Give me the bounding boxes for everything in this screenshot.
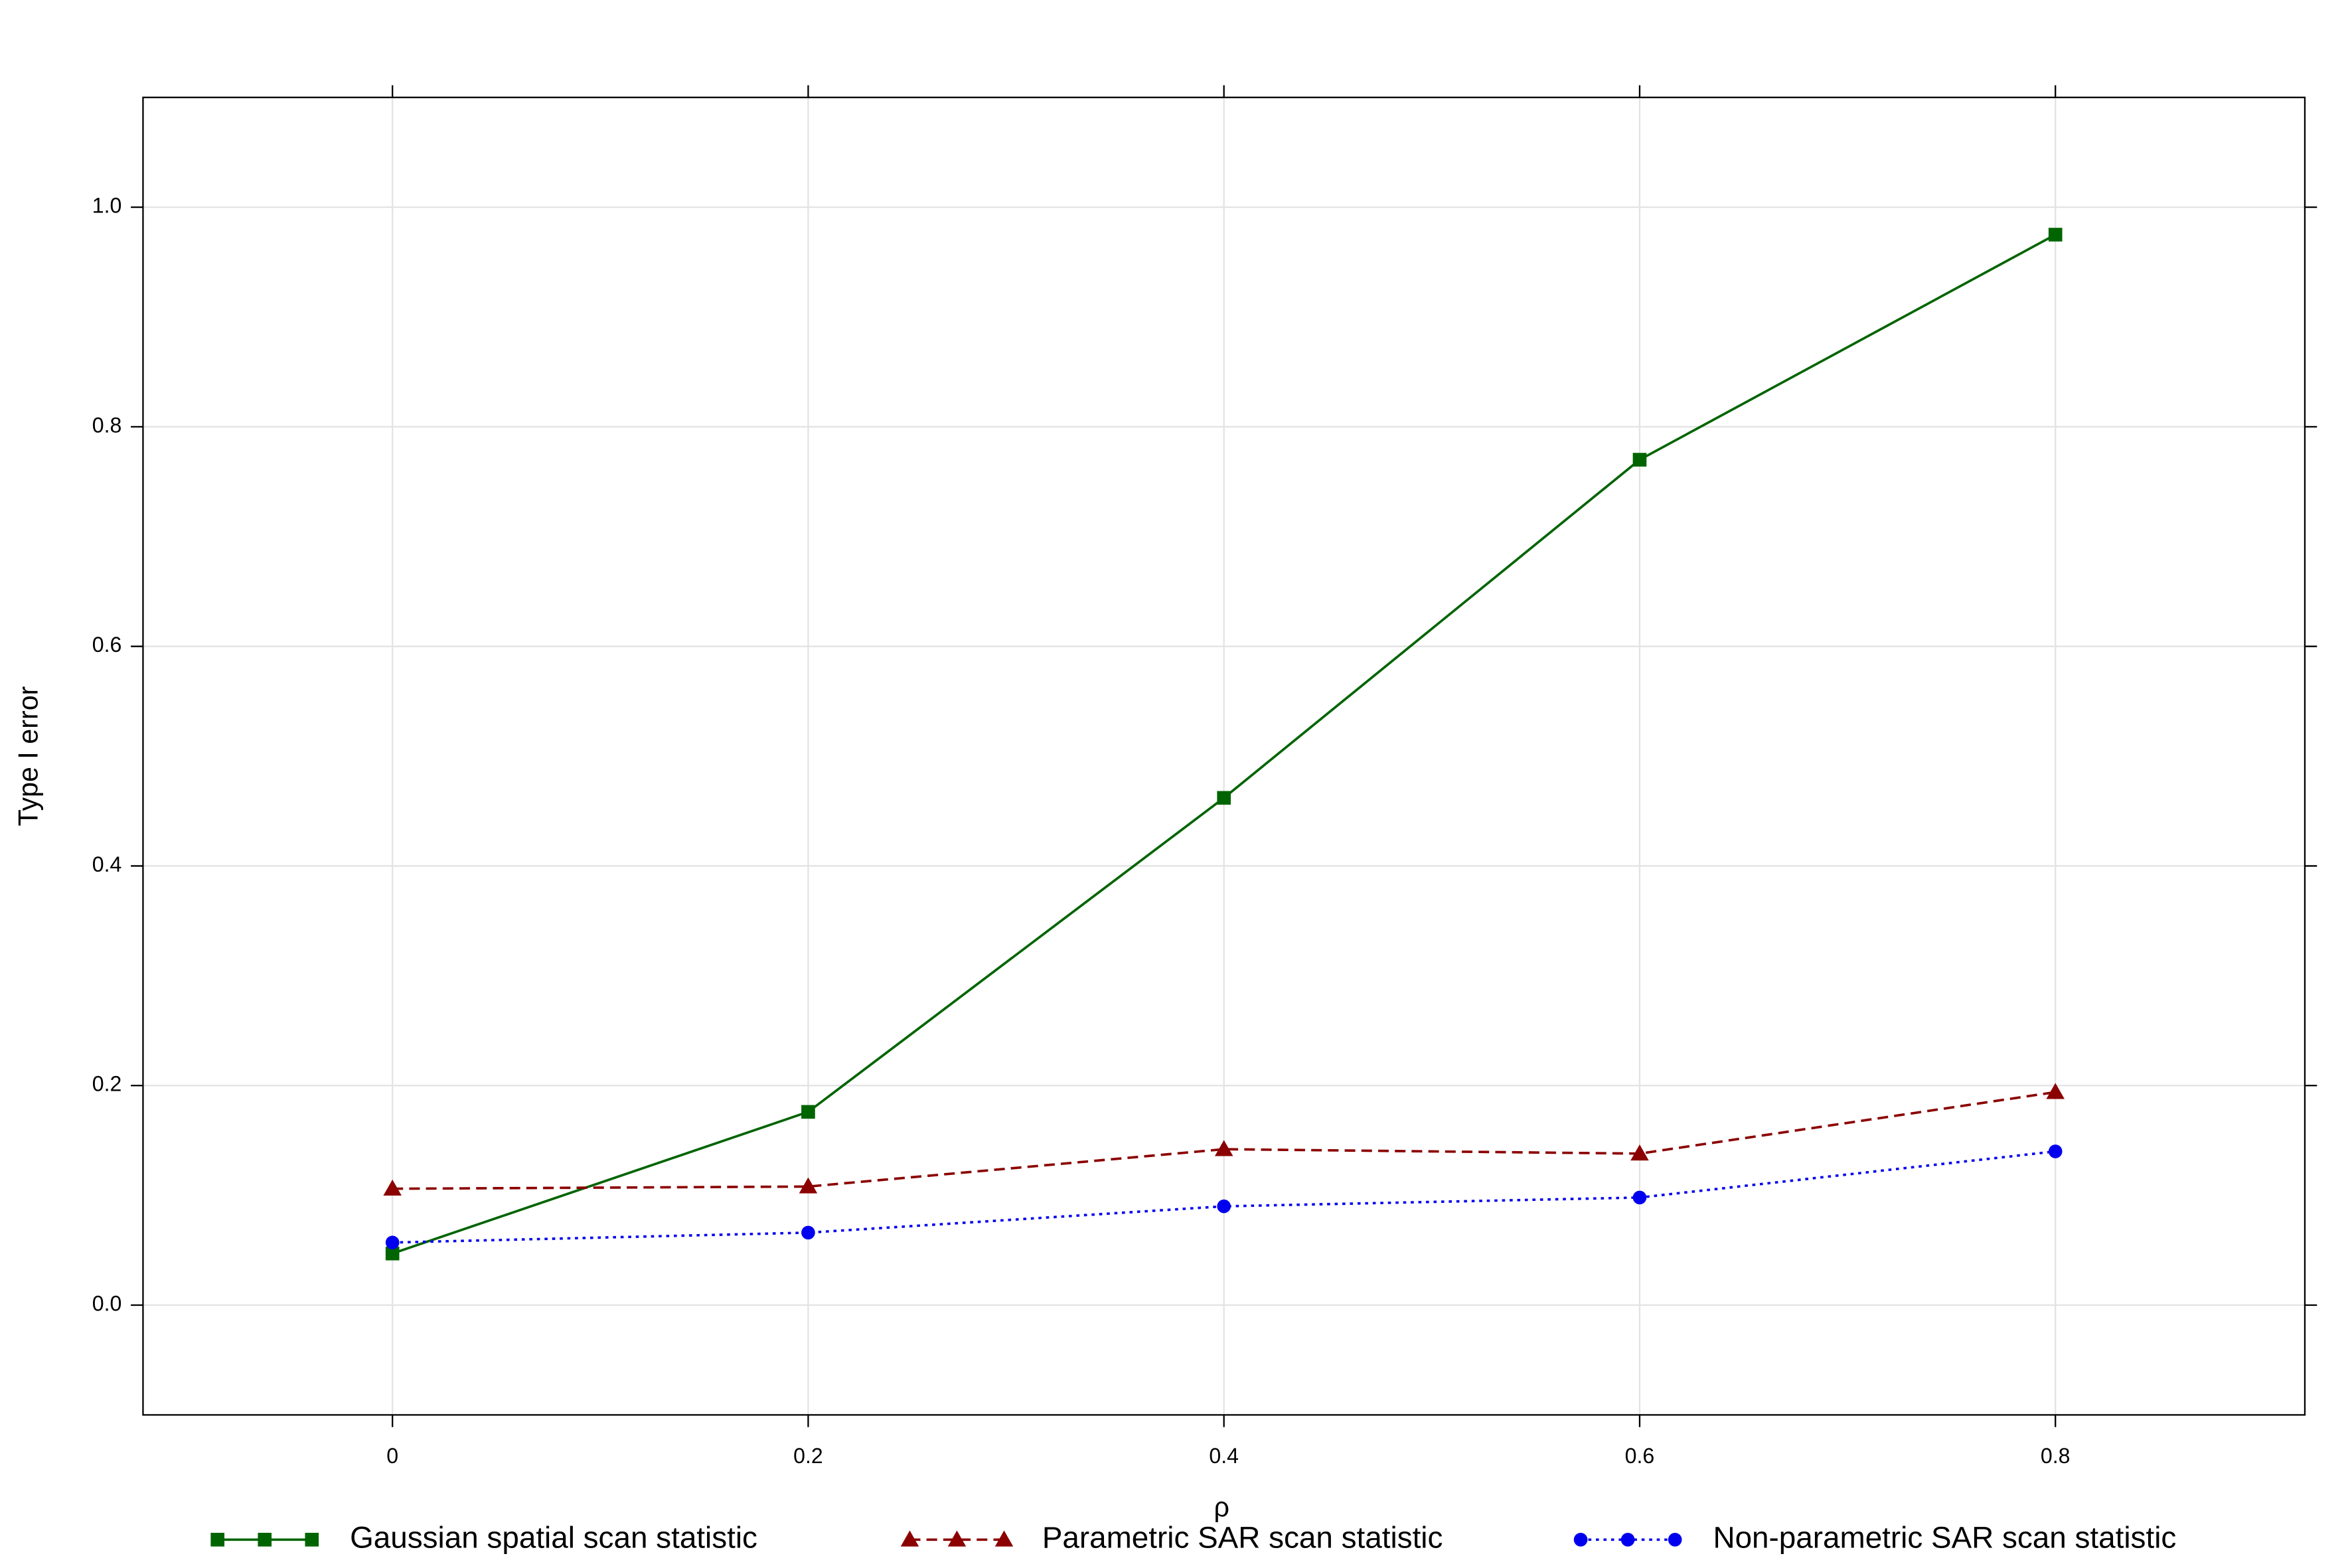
y-tick-label: 1.0 <box>92 194 122 218</box>
legend-marker <box>1620 1532 1635 1547</box>
x-tick-label: 0 <box>386 1444 398 1468</box>
x-tick-label: 0.8 <box>2041 1444 2071 1468</box>
marker <box>385 1246 400 1261</box>
marker <box>799 1177 818 1194</box>
marker <box>2048 228 2063 242</box>
legend-marker <box>947 1530 967 1547</box>
y-tick-label: 0.8 <box>92 413 122 437</box>
y-tick-label: 0.2 <box>92 1072 122 1096</box>
marker <box>2048 1144 2063 1158</box>
marker <box>1217 1199 1231 1214</box>
marker <box>801 1225 815 1240</box>
marker <box>1630 1144 1649 1161</box>
legend-marker <box>210 1532 225 1547</box>
y-tick-label: 0.0 <box>92 1291 122 1315</box>
marker <box>1632 1190 1647 1205</box>
x-axis-label: ρ <box>1214 1492 1229 1522</box>
marker <box>2046 1083 2065 1099</box>
x-tick-label: 0.4 <box>1209 1444 1239 1468</box>
marker <box>385 1235 400 1250</box>
legend-marker <box>258 1532 272 1547</box>
x-tick-label: 0.2 <box>793 1444 823 1468</box>
legend-label: Parametric SAR scan statistic <box>1042 1520 1443 1554</box>
legend-label: Gaussian spatial scan statistic <box>350 1520 757 1554</box>
marker <box>1632 453 1647 467</box>
marker <box>383 1179 402 1196</box>
marker <box>1217 791 1231 805</box>
x-tick-label: 0.6 <box>1625 1444 1655 1468</box>
legend-marker <box>900 1530 919 1547</box>
y-axis-label: Type I error <box>13 686 44 826</box>
series-line <box>392 1091 2056 1190</box>
legend-label: Non-parametric SAR scan statistic <box>1713 1520 2176 1554</box>
grid <box>143 97 2305 1415</box>
marker <box>801 1105 815 1119</box>
marker <box>1214 1140 1233 1156</box>
legend-marker <box>994 1530 1014 1547</box>
legend-marker <box>1668 1532 1682 1547</box>
y-tick-label: 0.6 <box>92 633 122 657</box>
legend-marker <box>305 1532 319 1547</box>
legend-marker <box>1573 1532 1588 1547</box>
y-tick-label: 0.4 <box>92 852 122 876</box>
